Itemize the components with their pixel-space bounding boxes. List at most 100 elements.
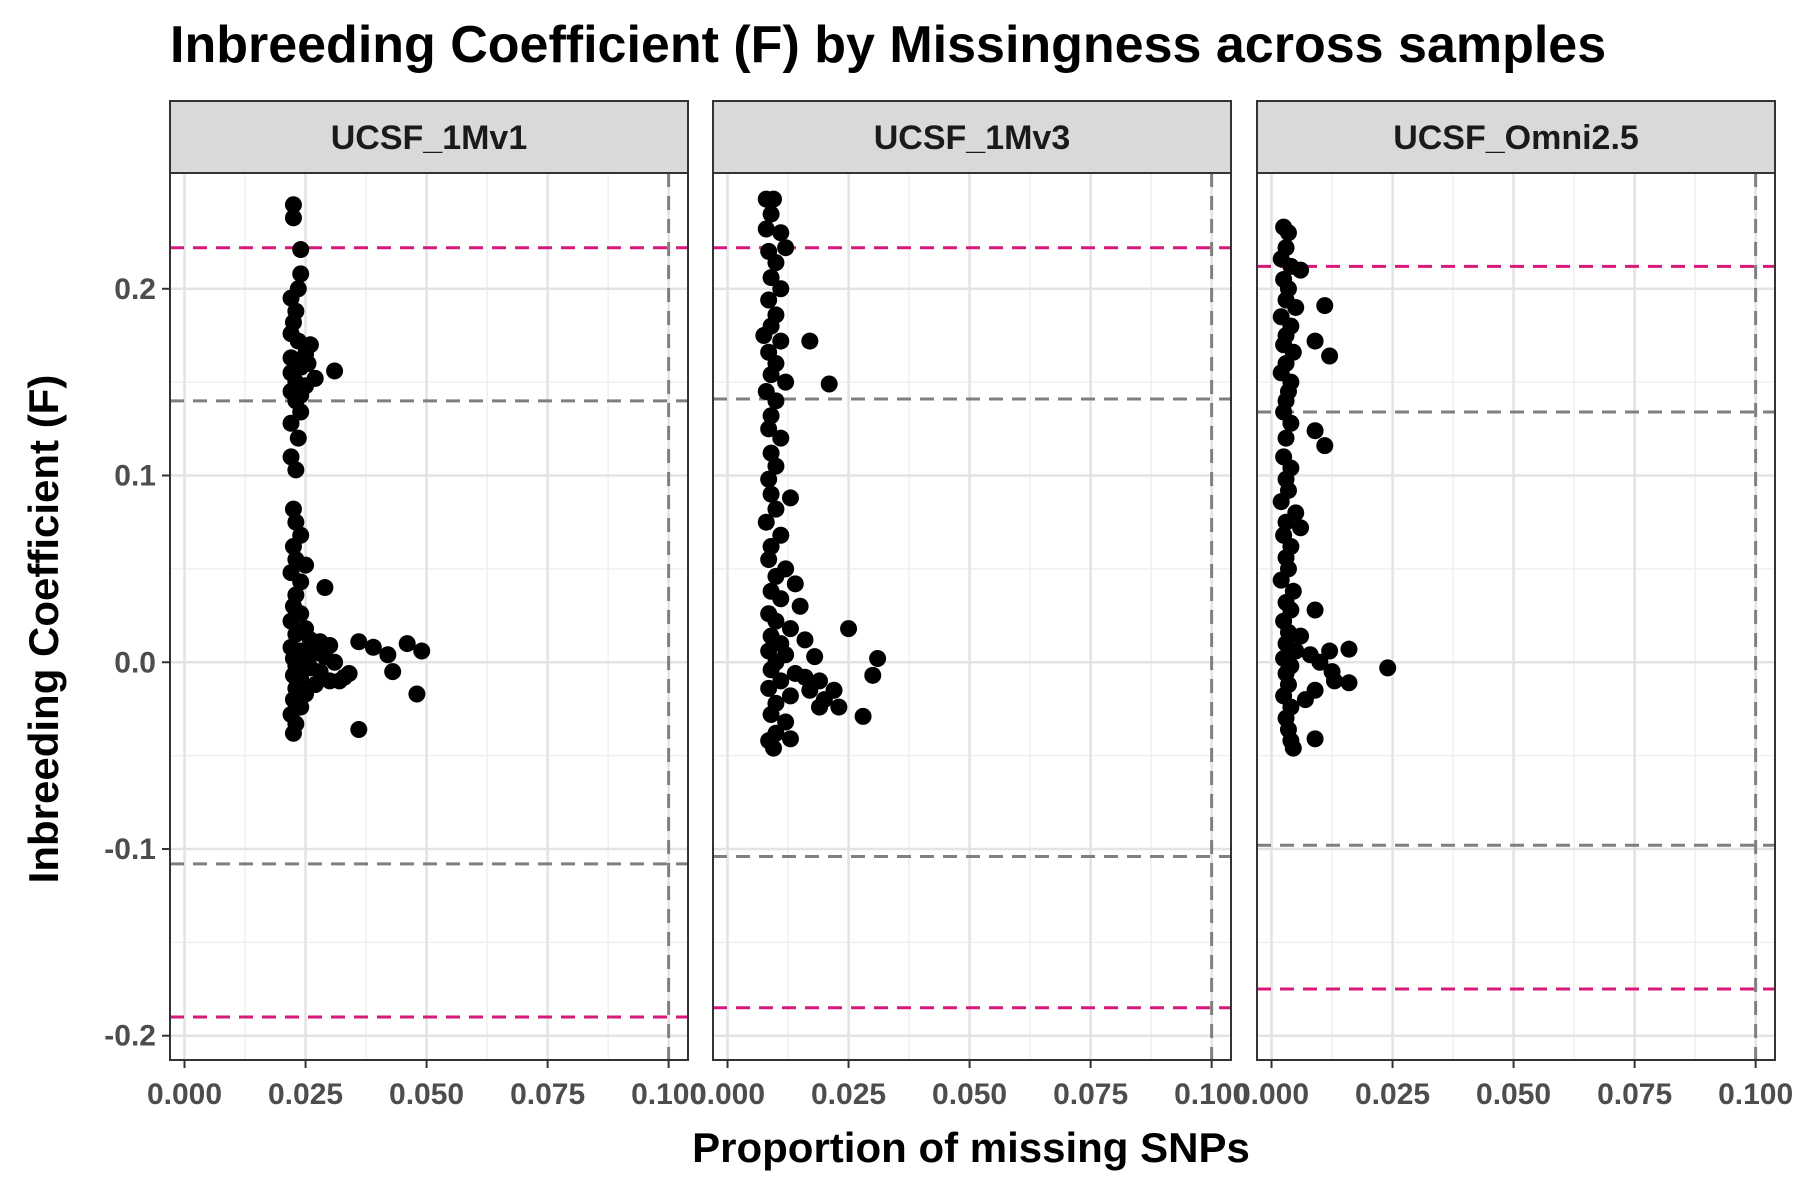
strip-background bbox=[1256, 100, 1776, 174]
data-point bbox=[772, 590, 790, 608]
data-point bbox=[282, 414, 300, 432]
data-point bbox=[777, 373, 795, 391]
data-point bbox=[772, 429, 790, 447]
data-point bbox=[379, 646, 397, 664]
data-point bbox=[869, 650, 887, 668]
data-point bbox=[282, 612, 300, 630]
y-tick-label: 0.2 bbox=[114, 273, 156, 306]
data-point bbox=[1292, 627, 1310, 645]
data-point bbox=[864, 666, 882, 684]
data-point bbox=[762, 269, 780, 287]
data-point bbox=[398, 635, 416, 653]
data-point bbox=[413, 642, 431, 660]
data-point bbox=[760, 470, 778, 488]
x-tick-label: 0.025 bbox=[268, 1078, 343, 1111]
x-axis-title: Proportion of missing SNPs bbox=[692, 1124, 1250, 1171]
data-point bbox=[767, 457, 785, 475]
y-tick-label: -0.2 bbox=[104, 1020, 156, 1053]
grid bbox=[1257, 173, 1775, 1060]
x-tick-label: 0.075 bbox=[510, 1078, 585, 1111]
data-point bbox=[350, 720, 368, 738]
data-point bbox=[316, 579, 334, 597]
x-tick-label: 0.100 bbox=[1174, 1078, 1249, 1111]
data-point bbox=[1306, 601, 1324, 619]
data-point bbox=[755, 326, 773, 344]
data-point bbox=[820, 375, 838, 393]
data-point bbox=[1277, 513, 1295, 531]
panel-2: UCSF_1Mv3 0.000 0.025 0.050 0.075 0.100 bbox=[690, 100, 1249, 1111]
data-point bbox=[284, 500, 302, 518]
panel-border bbox=[1256, 172, 1776, 1061]
data-point bbox=[781, 687, 799, 705]
data-point bbox=[854, 707, 872, 725]
data-point bbox=[284, 196, 302, 214]
data-point bbox=[282, 448, 300, 466]
data-point bbox=[1306, 730, 1324, 748]
data-point bbox=[340, 664, 358, 682]
data-point bbox=[282, 289, 300, 307]
data-point bbox=[1301, 646, 1319, 664]
data-point bbox=[292, 241, 310, 259]
y-axis: -0.2 -0.1 0.0 0.1 0.2 bbox=[104, 273, 170, 1053]
chart-title: Inbreeding Coefficient (F) by Missingnes… bbox=[170, 16, 1606, 74]
data-point bbox=[1296, 691, 1314, 709]
data-point bbox=[772, 526, 790, 544]
x-axis: 0.000 0.025 0.050 0.075 0.100 bbox=[1234, 1060, 1793, 1111]
data-point bbox=[840, 620, 858, 638]
panel-background bbox=[170, 173, 688, 1060]
data-point bbox=[781, 730, 799, 748]
data-point bbox=[284, 537, 302, 555]
data-point bbox=[772, 280, 790, 298]
data-point bbox=[786, 575, 804, 593]
data-point bbox=[762, 366, 780, 384]
panels: UCSF_1Mv1 0.000 0.025 0.050 0.075 0.100UCSF_1… bbox=[147, 100, 1793, 1111]
x-axis: 0.000 0.025 0.050 0.075 0.100 bbox=[147, 1060, 706, 1111]
panel-strip-label: UCSF_1Mv1 bbox=[331, 119, 528, 157]
strip-background bbox=[169, 100, 689, 174]
data-point bbox=[762, 205, 780, 223]
panel-background bbox=[713, 173, 1231, 1060]
data-point bbox=[772, 332, 790, 350]
data-point bbox=[811, 698, 829, 716]
data-point bbox=[760, 551, 778, 569]
data-point bbox=[767, 567, 785, 585]
data-point bbox=[284, 724, 302, 742]
data-point bbox=[762, 444, 780, 462]
y-tick-label: 0.1 bbox=[114, 460, 156, 493]
x-tick-label: 0.075 bbox=[1597, 1078, 1672, 1111]
x-tick-label: 0.000 bbox=[690, 1078, 765, 1111]
data-point bbox=[1379, 659, 1397, 677]
data-point bbox=[762, 706, 780, 724]
data-point bbox=[1321, 347, 1339, 365]
data-point bbox=[287, 513, 305, 531]
data-point bbox=[292, 573, 310, 591]
data-points bbox=[282, 196, 431, 742]
panel-strip-label: UCSF_Omni2.5 bbox=[1393, 119, 1639, 157]
data-point bbox=[760, 420, 778, 438]
x-axis: 0.000 0.025 0.050 0.075 0.100 bbox=[690, 1060, 1249, 1111]
data-point bbox=[777, 713, 795, 731]
data-point bbox=[801, 332, 819, 350]
data-point bbox=[284, 209, 302, 227]
data-point bbox=[760, 679, 778, 697]
data-point bbox=[326, 653, 344, 671]
data-point bbox=[384, 663, 402, 681]
x-tick-label: 0.025 bbox=[1355, 1078, 1430, 1111]
data-point bbox=[762, 407, 780, 425]
x-tick-label: 0.000 bbox=[147, 1078, 222, 1111]
data-point bbox=[757, 513, 775, 531]
data-point bbox=[287, 461, 305, 479]
strip-background bbox=[712, 100, 1232, 174]
data-point bbox=[408, 685, 426, 703]
data-point bbox=[830, 698, 848, 716]
data-point bbox=[1316, 297, 1334, 315]
data-point bbox=[762, 661, 780, 679]
data-point bbox=[760, 291, 778, 309]
data-point bbox=[781, 620, 799, 638]
data-point bbox=[1287, 298, 1305, 316]
data-point bbox=[364, 638, 382, 656]
data-point bbox=[1292, 519, 1310, 537]
data-point bbox=[326, 362, 344, 380]
panel-border bbox=[169, 172, 689, 1061]
x-tick-label: 0.100 bbox=[631, 1078, 706, 1111]
